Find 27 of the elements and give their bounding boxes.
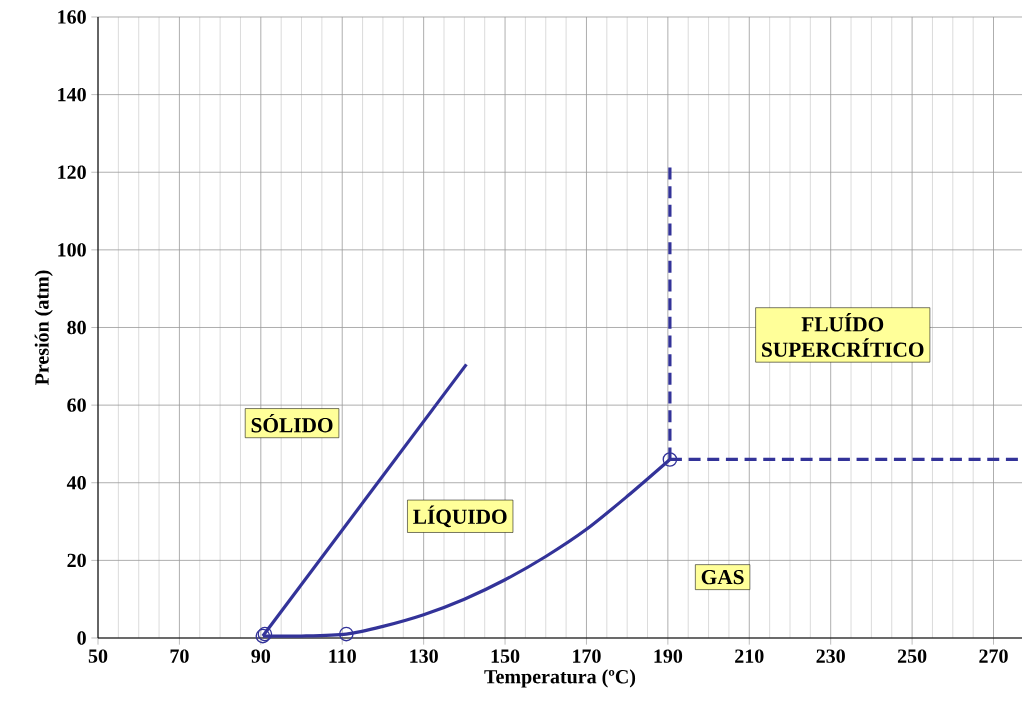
y-tick-label: 160	[58, 10, 86, 24]
x-tick-label: 190	[654, 649, 683, 663]
y-tick-label: 120	[58, 165, 86, 179]
y-tick-label: 0	[77, 631, 86, 645]
x-axis-title: Temperatura (ºC)	[484, 669, 636, 688]
annotation: FLUÍDO SUPERCRÍTICO	[762, 313, 924, 357]
x-tick-label: 130	[410, 649, 438, 663]
y-tick-label: 100	[58, 243, 86, 257]
y-tick-label: 140	[58, 87, 86, 102]
y-tick-label: 60	[67, 398, 86, 412]
x-tick-label: 210	[735, 649, 764, 663]
y-axis-title: Presión (atm)	[34, 270, 53, 386]
x-tick-label: 70	[170, 649, 189, 663]
x-tick-label: 230	[816, 649, 845, 663]
y-tick-label: 40	[66, 476, 86, 490]
y-tick-label: 20	[67, 553, 86, 568]
annotation: GAS	[701, 569, 744, 585]
x-tick-label: 250	[897, 649, 927, 663]
x-tick-label: 90	[251, 649, 271, 663]
annotation: SÓLIDO	[251, 413, 333, 433]
x-tick-label: 110	[329, 649, 356, 663]
x-tick-label: 50	[88, 649, 108, 663]
x-tick-label: 150	[491, 649, 520, 663]
x-tick-label: 170	[573, 649, 601, 663]
x-tick-label: 270	[979, 649, 1008, 663]
annotation: LÍQUIDO	[413, 505, 507, 528]
y-tick-label: 80	[67, 320, 86, 335]
